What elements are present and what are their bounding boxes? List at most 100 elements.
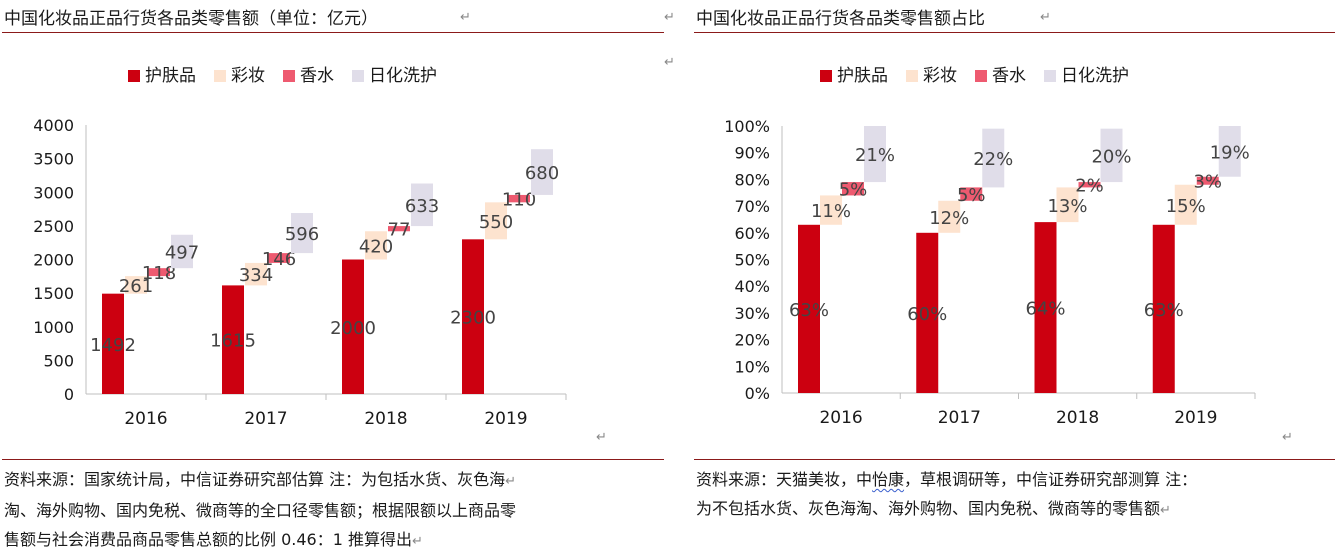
y-tick-label-0: 0 bbox=[64, 385, 74, 404]
left-source-rule bbox=[2, 459, 664, 460]
left-source-line-2: 淘、海外购物、国内免税、微商等的全口径零售额；根据限额以上商品零 bbox=[4, 501, 517, 520]
y-tick-label-7: 3500 bbox=[33, 150, 74, 169]
data-label-2-3: 3% bbox=[1193, 172, 1222, 193]
data-label-0-3: 2300 bbox=[450, 308, 496, 329]
data-label-3-2: 20% bbox=[1091, 146, 1131, 167]
bar-香水-2019 bbox=[508, 194, 530, 203]
legend-label-1: 彩妆 bbox=[923, 66, 957, 86]
data-label-0-2: 2000 bbox=[330, 318, 376, 339]
bar-彩妆-2017 bbox=[245, 262, 267, 286]
bar-香水-2016 bbox=[842, 182, 864, 196]
bar-日化洗护-2019 bbox=[1218, 126, 1241, 177]
bar-香水-2016 bbox=[148, 268, 170, 277]
left-panel: 中国化妆品正品行货各品类零售额（单位：亿元） ↵ ↵ ↵ 护肤品 彩妆 香水 日化洗护… bbox=[2, 9, 675, 556]
x-tick-label-0: 2016 bbox=[124, 409, 167, 429]
data-label-1-2: 420 bbox=[359, 236, 393, 257]
x-tick-label-1: 2017 bbox=[244, 409, 287, 429]
left-retail-value-chart: 护肤品 彩妆 香水 日化洗护 0 500 1000 1500 2000 2500 3000 3500 4… bbox=[33, 66, 567, 429]
left-source-line-3: 售额与社会消费品商品零售总额的比例 0.46：1 推算得出↵ bbox=[4, 530, 423, 549]
bar-日化洗护-2018 bbox=[1100, 128, 1123, 183]
bar-彩妆-2019 bbox=[485, 202, 507, 240]
legend-swatch-1 bbox=[214, 70, 226, 82]
y-tick-label-8: 80% bbox=[734, 170, 770, 189]
data-label-1-1: 334 bbox=[239, 265, 273, 286]
bar-香水-2018 bbox=[388, 226, 410, 232]
data-label-1-3: 550 bbox=[479, 212, 513, 233]
data-label-0-0: 63% bbox=[789, 300, 829, 321]
data-label-1-2: 13% bbox=[1047, 196, 1087, 217]
right-source-line-2: 为不包括水货、灰色海淘、海外购物、国内免税、微商等的零售额↵ bbox=[696, 499, 1171, 518]
legend-swatch-2 bbox=[975, 70, 987, 82]
left-top-mark: ↵ bbox=[664, 55, 675, 70]
data-label-3-2: 633 bbox=[405, 196, 439, 217]
data-label-3-1: 596 bbox=[285, 224, 319, 245]
bar-日化洗护-2018 bbox=[411, 183, 433, 227]
data-label-0-3: 63% bbox=[1144, 300, 1184, 321]
y-tick-label-1: 500 bbox=[43, 351, 74, 370]
y-tick-label-4: 2000 bbox=[33, 251, 74, 270]
x-tick-label-0: 2016 bbox=[819, 408, 862, 428]
data-label-1-0: 11% bbox=[811, 201, 851, 222]
right-title-return-mark: ↵ bbox=[1040, 10, 1051, 25]
right-chart-title: 中国化妆品正品行货各品类零售额占比 bbox=[696, 9, 985, 29]
legend-label-2: 香水 bbox=[992, 66, 1026, 86]
left-title-end-mark: ↵ bbox=[664, 10, 675, 25]
data-label-0-1: 1615 bbox=[210, 331, 256, 352]
bar-香水-2017 bbox=[960, 187, 983, 201]
data-label-2-2: 2% bbox=[1075, 176, 1104, 197]
bar-彩妆-2016 bbox=[125, 276, 147, 294]
legend-swatch-3 bbox=[1044, 70, 1056, 82]
right-source-note: 资料来源：天猫美妆，中怡康，草根调研等，中信证券研究部测算 注： 为不包括水货、… bbox=[696, 465, 1197, 525]
data-label-2-0: 118 bbox=[142, 263, 176, 284]
data-label-3-0: 21% bbox=[855, 145, 895, 166]
y-tick-label-9: 90% bbox=[734, 144, 770, 163]
y-tick-label-4: 40% bbox=[734, 277, 770, 296]
bar-彩妆-2016 bbox=[820, 195, 842, 225]
y-tick-label-0: 0% bbox=[745, 384, 770, 403]
bar-护肤品-2018 bbox=[1034, 222, 1057, 393]
right-source-rule bbox=[694, 459, 1335, 460]
legend-label-3: 日化洗护 bbox=[1061, 66, 1129, 86]
legend-swatch-1 bbox=[906, 70, 918, 82]
data-label-1-1: 12% bbox=[929, 208, 969, 229]
right-title-rule bbox=[694, 32, 1335, 33]
data-label-2-0: 5% bbox=[839, 180, 868, 201]
legend-label-0: 护肤品 bbox=[837, 66, 888, 86]
right-chart-return-mark: ↵ bbox=[1282, 430, 1293, 445]
data-label-2-1: 146 bbox=[262, 249, 296, 270]
legend-label-0: 护肤品 bbox=[145, 66, 196, 86]
bar-香水-2017 bbox=[268, 253, 290, 263]
bar-香水-2019 bbox=[1196, 176, 1219, 185]
data-label-0-1: 60% bbox=[907, 304, 947, 325]
left-title-return-mark: ↵ bbox=[460, 10, 471, 25]
bar-护肤品-2019 bbox=[1152, 224, 1175, 393]
legend-swatch-0 bbox=[820, 70, 832, 82]
left-source-note: 资料来源：国家统计局，中信证券研究部估算 注：为包括水货、灰色海↵ 淘、海外购物… bbox=[4, 465, 516, 556]
y-tick-label-5: 50% bbox=[734, 251, 770, 270]
bar-护肤品-2018 bbox=[342, 259, 364, 394]
y-tick-label-10: 100% bbox=[724, 117, 770, 136]
bar-护肤品-2017 bbox=[222, 285, 244, 394]
y-tick-label-3: 30% bbox=[734, 304, 770, 323]
data-label-0-2: 64% bbox=[1025, 299, 1065, 320]
y-tick-label-7: 70% bbox=[734, 197, 770, 216]
data-label-3-0: 497 bbox=[165, 242, 199, 263]
y-tick-label-5: 2500 bbox=[33, 217, 74, 236]
data-label-1-3: 15% bbox=[1166, 196, 1206, 217]
data-label-0-0: 1492 bbox=[90, 335, 136, 356]
bar-日化洗护-2017 bbox=[982, 128, 1005, 188]
x-tick-label-1: 2017 bbox=[938, 408, 981, 428]
bar-护肤品-2017 bbox=[916, 232, 939, 393]
legend-label-2: 香水 bbox=[300, 66, 334, 86]
legend-swatch-3 bbox=[352, 70, 364, 82]
bar-护肤品-2019 bbox=[462, 239, 484, 394]
x-tick-label-3: 2019 bbox=[1174, 408, 1217, 428]
x-tick-label-2: 2018 bbox=[1056, 408, 1099, 428]
left-source-line-1: 资料来源：国家统计局，中信证券研究部估算 注：为包括水货、灰色海↵ bbox=[4, 470, 516, 489]
bar-日化洗护-2017 bbox=[291, 213, 313, 254]
data-label-3-3: 680 bbox=[525, 163, 559, 184]
data-label-3-3: 19% bbox=[1210, 142, 1250, 163]
y-tick-label-8: 4000 bbox=[33, 116, 74, 135]
bar-日化洗护-2019 bbox=[531, 149, 553, 195]
bar-香水-2018 bbox=[1078, 182, 1101, 188]
